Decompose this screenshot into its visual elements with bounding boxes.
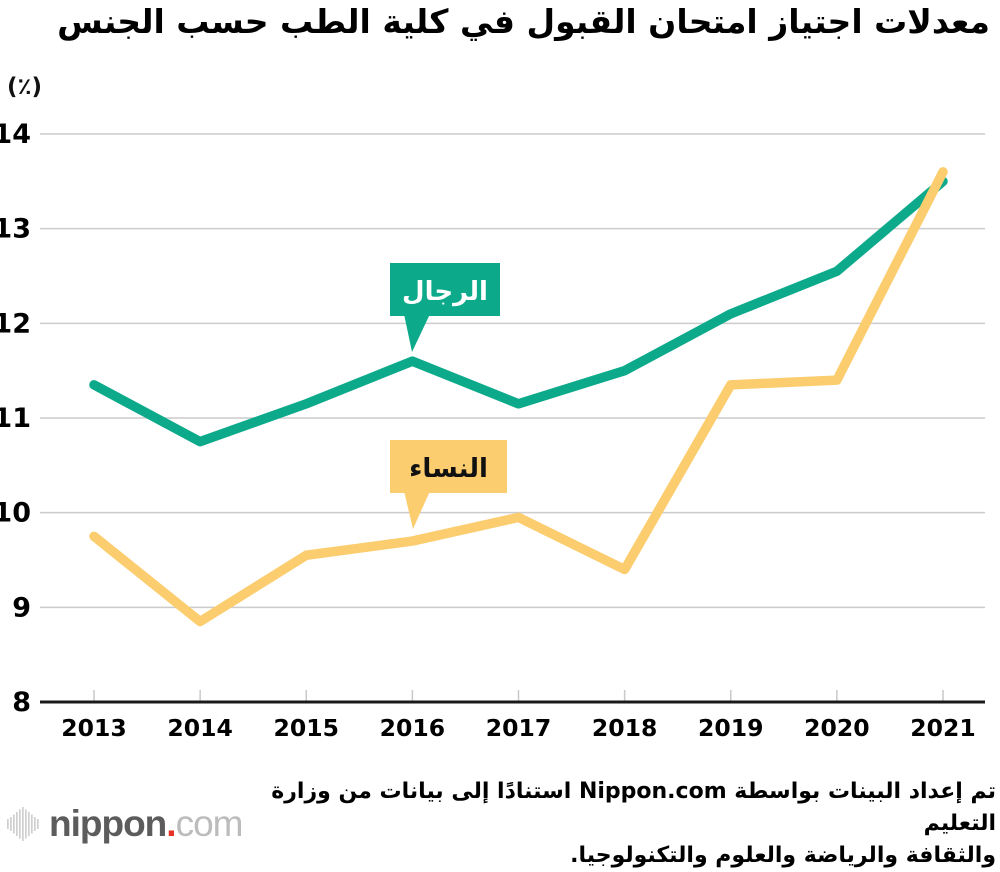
logo-bar xyxy=(7,819,9,829)
logo-bar xyxy=(22,807,24,841)
women-callout-tail xyxy=(404,491,430,529)
logo-bar xyxy=(16,812,18,836)
logo-dot: . xyxy=(166,803,176,844)
logo-bar xyxy=(34,817,36,831)
x-tick-label-2018: 2018 xyxy=(592,714,657,742)
y-tick-label-10: 10 xyxy=(0,498,31,529)
logo-bar xyxy=(37,819,39,829)
logo-bar xyxy=(19,809,21,839)
women-callout-box xyxy=(390,440,507,493)
x-tick-label-2015: 2015 xyxy=(274,714,339,742)
logo-tld: com xyxy=(175,803,244,844)
x-tick-label-2016: 2016 xyxy=(380,714,445,742)
x-tick-label-2014: 2014 xyxy=(167,714,232,742)
men-series-label: الرجال xyxy=(402,277,488,307)
nippon-logo: nippon.com xyxy=(6,798,244,850)
logo-bar xyxy=(28,812,30,836)
men-series-line xyxy=(89,176,948,447)
x-tick-label-2019: 2019 xyxy=(698,714,763,742)
chart-title: معدلات اجتياز امتحان القبول في كلية الطب… xyxy=(57,2,990,41)
x-tick-label-2013: 2013 xyxy=(61,714,126,742)
logo-name: nippon xyxy=(49,803,167,844)
y-tick-label-11: 11 xyxy=(0,403,31,434)
logo-text: nippon.com xyxy=(49,803,244,845)
logo-bar xyxy=(13,814,15,834)
logo-bar xyxy=(25,809,27,839)
attribution-line-1: تم إعداد البينات بواسطة Nippon.com استنا… xyxy=(271,779,996,836)
men-callout-tail xyxy=(404,314,430,352)
logo-bar xyxy=(31,814,33,834)
y-tick-label-12: 12 xyxy=(0,308,31,339)
y-tick-label-8: 8 xyxy=(12,687,31,718)
x-tick-label-2017: 2017 xyxy=(486,714,551,742)
men-callout-box xyxy=(390,263,500,316)
x-tick-label-2021: 2021 xyxy=(910,714,975,742)
women-series-line xyxy=(89,167,948,627)
attribution: تم إعداد البينات بواسطة Nippon.com استنا… xyxy=(226,776,996,872)
y-axis-unit-label: (٪) xyxy=(7,74,43,100)
y-tick-label-9: 9 xyxy=(12,592,31,623)
women-series-label: النساء xyxy=(409,454,488,484)
y-tick-label-14: 14 xyxy=(0,119,31,150)
x-tick-label-2020: 2020 xyxy=(804,714,869,742)
logo-bars-icon xyxy=(7,807,39,841)
line-chart: 8 9 10 11 12 13 14 2013 2014 2015 2016 2017 2018 2019… xyxy=(0,119,985,742)
logo-bar xyxy=(10,817,12,831)
y-tick-label-13: 13 xyxy=(0,214,31,245)
